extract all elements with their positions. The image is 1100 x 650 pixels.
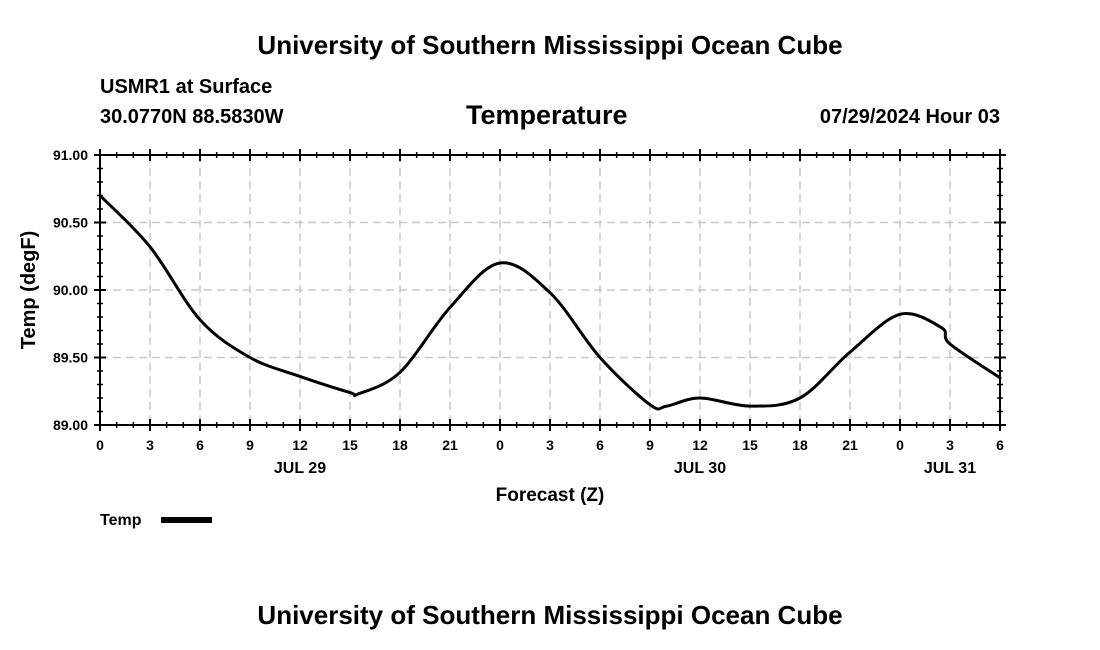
x-tick-label: 18 <box>392 437 408 453</box>
x-tick-label: 18 <box>792 437 808 453</box>
x-tick-label: 0 <box>496 437 504 453</box>
y-tick-labels: 89.00 89.50 90.00 90.50 91.00 <box>53 147 88 433</box>
x-tick-label: 6 <box>596 437 604 453</box>
day-label: JUL 29 <box>274 460 326 477</box>
x-tick-label: 3 <box>546 437 554 453</box>
y-tick-label: 89.50 <box>53 350 88 366</box>
y-axis-label: Temp (degF) <box>18 231 40 350</box>
x-tick-label: 0 <box>896 437 904 453</box>
chart-title: Temperature <box>466 100 628 130</box>
x-tick-label: 6 <box>196 437 204 453</box>
station-name: USMR1 at Surface <box>100 76 273 98</box>
temp-series-line <box>98 194 1002 411</box>
x-axis-label: Forecast (Z) <box>496 485 605 506</box>
forecast-datetime: 07/29/2024 Hour 03 <box>819 106 1000 128</box>
station-coords: 30.0770N 88.5830W <box>100 106 284 128</box>
x-tick-label: 3 <box>946 437 954 453</box>
x-tick-label: 21 <box>442 437 458 453</box>
y-tick-label: 90.00 <box>53 282 88 298</box>
y-tick-label: 89.00 <box>53 417 88 433</box>
temperature-chart: 89.00 89.50 90.00 90.50 91.00 0 3 6 9 12 15 18 21 0 3… <box>18 147 1006 529</box>
bottom-title: University of Southern Mississippi Ocean… <box>257 600 843 630</box>
x-tick-labels: 0 3 6 9 12 15 18 21 0 3 6 9 12 15 18 21 0 3 6 <box>96 437 1004 453</box>
y-tick-label: 91.00 <box>53 147 88 163</box>
x-tick-label: 9 <box>246 437 254 453</box>
x-tick-label: 15 <box>742 437 758 453</box>
x-tick-label: 12 <box>292 437 308 453</box>
x-tick-label: 9 <box>646 437 654 453</box>
x-tick-label: 3 <box>146 437 154 453</box>
day-label: JUL 30 <box>674 460 726 477</box>
x-tick-label: 6 <box>996 437 1004 453</box>
x-tick-label: 12 <box>692 437 708 453</box>
day-label: JUL 31 <box>924 460 976 477</box>
x-tick-label: 21 <box>842 437 858 453</box>
top-title: University of Southern Mississippi Ocean… <box>257 30 843 60</box>
x-tick-label: 0 <box>96 437 104 453</box>
x-tick-label: 15 <box>342 437 358 453</box>
axis-ticks <box>94 149 1006 431</box>
legend-label: Temp <box>100 512 142 529</box>
y-tick-label: 90.50 <box>53 215 88 231</box>
day-labels: JUL 29 JUL 30 JUL 31 <box>274 460 976 477</box>
grid-lines <box>100 155 1000 425</box>
